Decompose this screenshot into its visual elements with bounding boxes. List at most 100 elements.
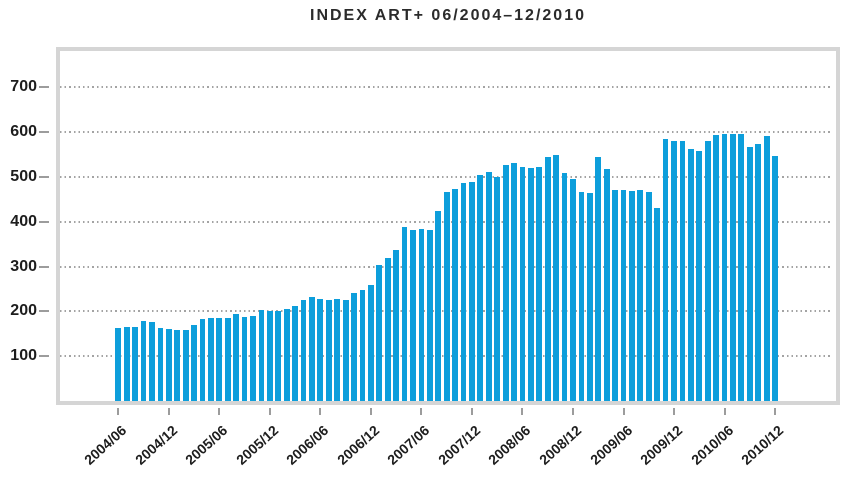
bar-2008/09 bbox=[544, 156, 551, 401]
bar-2007/09 bbox=[443, 192, 450, 401]
bar-2007/07 bbox=[426, 229, 433, 401]
y-axis-label: 500 bbox=[10, 167, 37, 185]
bar-2004/09 bbox=[140, 320, 147, 401]
bar-2009/05 bbox=[612, 190, 618, 401]
bar-2007/04 bbox=[401, 227, 408, 401]
bar-2010/06 bbox=[721, 133, 728, 401]
bar-2004/12 bbox=[165, 328, 172, 401]
bar-2008/07 bbox=[527, 167, 534, 401]
bar-2006/04 bbox=[300, 300, 307, 401]
bar-2008/05 bbox=[511, 162, 517, 401]
bar-2010/04 bbox=[704, 141, 711, 401]
bar-2010/05 bbox=[713, 134, 720, 401]
y-axis-label: 600 bbox=[10, 123, 37, 141]
bar-2009/08 bbox=[637, 189, 644, 401]
bar-2005/02 bbox=[182, 330, 189, 401]
bar-2007/08 bbox=[435, 211, 442, 401]
y-axis-label: 400 bbox=[10, 212, 37, 230]
gridline-600 bbox=[60, 131, 830, 134]
bar-2007/10 bbox=[452, 188, 458, 401]
bar-2004/06 bbox=[115, 327, 122, 401]
bar-2005/10 bbox=[250, 315, 256, 401]
bar-2009/07 bbox=[629, 190, 635, 401]
chart-title: INDEX ART+ 06/2004–12/2010 bbox=[310, 7, 586, 24]
x-axis-tick bbox=[319, 408, 322, 415]
bar-2007/02 bbox=[384, 257, 391, 401]
y-axis-label: 700 bbox=[10, 78, 37, 96]
bar-2004/10 bbox=[149, 321, 155, 401]
bar-2005/11 bbox=[258, 310, 265, 401]
x-axis-tick bbox=[622, 408, 625, 415]
bar-2009/01 bbox=[578, 191, 585, 401]
bar-2006/05 bbox=[309, 296, 315, 401]
x-axis-tick bbox=[218, 408, 221, 415]
bar-2010/01 bbox=[679, 140, 686, 401]
bar-2007/12 bbox=[469, 181, 475, 401]
bar-2004/07 bbox=[123, 327, 130, 401]
bar-2005/03 bbox=[191, 324, 197, 401]
bar-2007/05 bbox=[410, 229, 416, 401]
bar-2010/10 bbox=[755, 144, 762, 401]
x-axis-tick bbox=[117, 408, 120, 415]
bar-2006/12 bbox=[368, 284, 374, 401]
bar-2007/01 bbox=[376, 265, 383, 401]
x-axis-tick bbox=[673, 408, 676, 415]
bar-2006/10 bbox=[351, 293, 357, 401]
y-axis-label: 300 bbox=[10, 257, 37, 275]
bar-2009/11 bbox=[662, 139, 669, 401]
bar-2008/03 bbox=[494, 176, 501, 401]
bar-2008/10 bbox=[553, 155, 560, 401]
bar-2006/07 bbox=[325, 300, 332, 401]
y-axis-tick bbox=[39, 220, 49, 223]
bar-2008/06 bbox=[519, 167, 526, 401]
bar-2008/12 bbox=[570, 179, 576, 401]
bar-2006/09 bbox=[342, 299, 349, 401]
bar-2005/04 bbox=[199, 319, 206, 401]
bar-2005/01 bbox=[174, 330, 181, 401]
bar-2009/06 bbox=[620, 190, 627, 401]
y-axis-tick bbox=[39, 131, 49, 134]
bar-2007/11 bbox=[460, 183, 467, 401]
x-axis-tick bbox=[521, 408, 524, 415]
bar-2009/04 bbox=[603, 168, 610, 401]
x-axis-tick bbox=[420, 408, 423, 415]
bar-2006/06 bbox=[317, 299, 324, 401]
bar-2008/04 bbox=[502, 164, 509, 401]
bar-2006/11 bbox=[359, 289, 366, 401]
bar-2005/06 bbox=[216, 318, 223, 401]
x-axis-tick bbox=[167, 408, 170, 415]
bar-2005/09 bbox=[241, 316, 248, 401]
bar-2004/08 bbox=[132, 327, 139, 401]
bar-2009/10 bbox=[654, 207, 661, 401]
y-axis-label: 200 bbox=[10, 302, 37, 320]
x-axis-tick bbox=[774, 408, 777, 415]
y-axis-tick bbox=[39, 355, 49, 358]
bar-2006/02 bbox=[283, 308, 290, 401]
bar-2008/02 bbox=[485, 171, 492, 401]
bar-2009/02 bbox=[586, 193, 593, 401]
bar-2007/03 bbox=[393, 249, 400, 401]
bar-2010/03 bbox=[696, 150, 703, 401]
gridline-700 bbox=[60, 86, 830, 89]
bar-2008/11 bbox=[561, 173, 568, 401]
y-axis-label: 100 bbox=[10, 347, 37, 365]
bar-2010/08 bbox=[738, 133, 745, 401]
bar-2005/07 bbox=[224, 318, 231, 401]
bar-2005/05 bbox=[208, 318, 214, 401]
bar-2007/06 bbox=[418, 228, 425, 401]
bar-2006/03 bbox=[292, 306, 299, 401]
bar-2009/12 bbox=[671, 141, 677, 401]
plot-area bbox=[56, 47, 840, 405]
bar-2006/01 bbox=[275, 311, 282, 401]
y-axis-tick bbox=[39, 310, 49, 313]
y-axis-tick bbox=[39, 265, 49, 268]
gridline-500 bbox=[60, 175, 830, 178]
bar-2010/11 bbox=[763, 135, 770, 401]
x-axis-tick bbox=[571, 408, 574, 415]
bar-2010/02 bbox=[687, 148, 694, 401]
x-axis-tick bbox=[268, 408, 271, 415]
x-axis-tick bbox=[723, 408, 726, 415]
bar-2009/03 bbox=[595, 156, 602, 401]
bar-2004/11 bbox=[157, 327, 164, 401]
